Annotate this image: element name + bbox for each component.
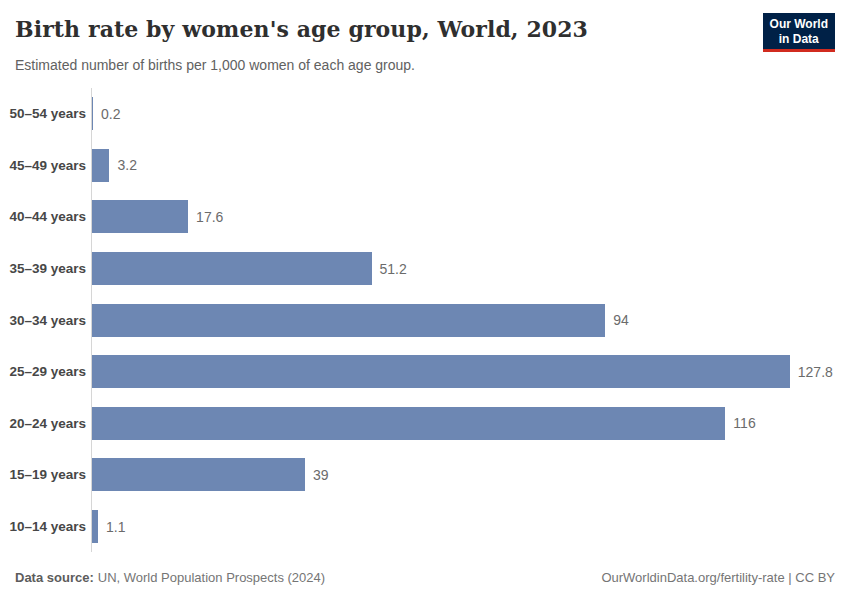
chart-row: 10–14 years 1.1: [0, 501, 850, 553]
credit-line: OurWorldinData.org/fertility-rate | CC B…: [601, 570, 835, 585]
category-label: 50–54 years: [0, 106, 86, 121]
owid-logo-line2: in Data: [770, 32, 828, 47]
bar[interactable]: [92, 97, 93, 130]
chart-row: 40–44 years 17.6: [0, 191, 850, 243]
bar-area: 0.2: [91, 88, 850, 140]
bar-area: 127.8: [91, 346, 850, 398]
bar[interactable]: [92, 304, 605, 337]
chart-row: 15–19 years 39: [0, 449, 850, 501]
bar[interactable]: [92, 458, 305, 491]
value-label: 0.2: [101, 106, 120, 122]
chart-row: 45–49 years 3.2: [0, 140, 850, 192]
value-label: 116: [733, 415, 755, 431]
category-label: 20–24 years: [0, 416, 86, 431]
chart-row: 50–54 years 0.2: [0, 88, 850, 140]
owid-logo[interactable]: Our World in Data: [763, 13, 835, 52]
bar-area: 39: [91, 449, 850, 501]
chart-row: 35–39 years 51.2: [0, 243, 850, 295]
chart-row: 30–34 years 94: [0, 294, 850, 346]
data-source-text: UN, World Population Prospects (2024): [98, 570, 325, 585]
bar-area: 3.2: [91, 140, 850, 192]
value-label: 127.8: [798, 364, 833, 380]
value-label: 17.6: [196, 209, 223, 225]
chart-rows: 50–54 years 0.2 45–49 years 3.2 40–44 years 1…: [0, 88, 850, 552]
bar-area: 51.2: [91, 243, 850, 295]
bar[interactable]: [92, 407, 725, 440]
chart-footer: Data source: UN, World Population Prospec…: [15, 570, 835, 585]
category-label: 25–29 years: [0, 364, 86, 379]
value-label: 3.2: [117, 157, 136, 173]
bar-area: 94: [91, 294, 850, 346]
data-source-label: Data source:: [15, 570, 94, 585]
bar[interactable]: [92, 510, 98, 543]
bar-area: 17.6: [91, 191, 850, 243]
chart-subtitle: Estimated number of births per 1,000 wom…: [15, 57, 415, 73]
category-label: 45–49 years: [0, 158, 86, 173]
category-label: 30–34 years: [0, 313, 86, 328]
chart-figure: Birth rate by women's age group, World, …: [0, 0, 850, 600]
data-source-note: Data source: UN, World Population Prospec…: [15, 570, 325, 585]
chart-title: Birth rate by women's age group, World, …: [15, 16, 588, 42]
category-label: 40–44 years: [0, 209, 86, 224]
bar-area: 1.1: [91, 501, 850, 553]
bar[interactable]: [92, 355, 790, 388]
bar[interactable]: [92, 252, 372, 285]
chart-row: 25–29 years 127.8: [0, 346, 850, 398]
category-label: 10–14 years: [0, 519, 86, 534]
chart-row: 20–24 years 116: [0, 398, 850, 450]
bar-area: 116: [91, 398, 850, 450]
bar[interactable]: [92, 200, 188, 233]
bar-chart: 50–54 years 0.2 45–49 years 3.2 40–44 years 1…: [0, 88, 850, 552]
value-label: 39: [313, 467, 329, 483]
value-label: 94: [613, 312, 629, 328]
category-label: 15–19 years: [0, 467, 86, 482]
category-label: 35–39 years: [0, 261, 86, 276]
bar[interactable]: [92, 149, 109, 182]
value-label: 51.2: [380, 261, 407, 277]
owid-logo-line1: Our World: [770, 17, 828, 32]
value-label: 1.1: [106, 519, 125, 535]
